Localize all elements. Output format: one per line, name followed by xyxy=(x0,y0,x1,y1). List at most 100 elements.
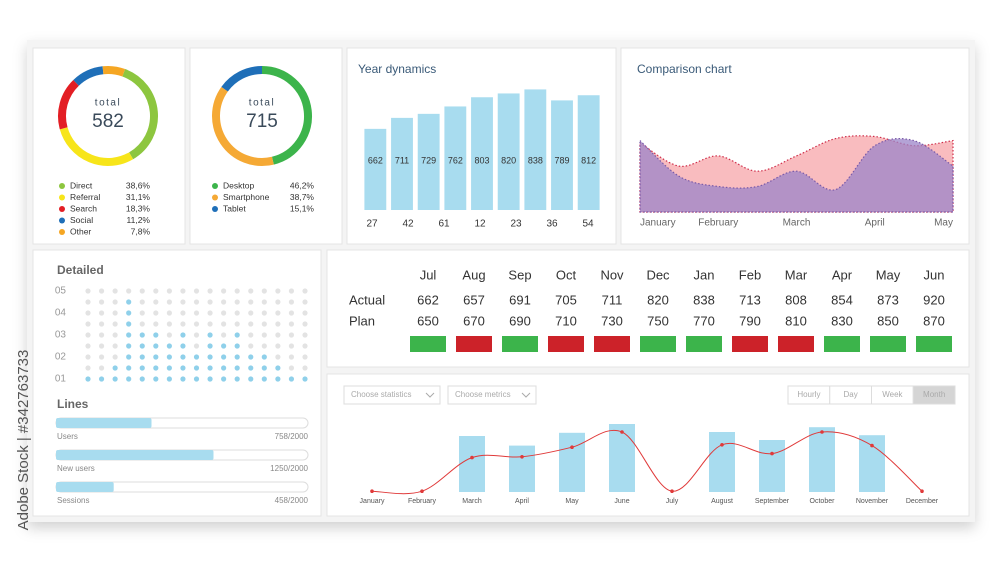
column-header: Feb xyxy=(739,267,761,282)
cell: 670 xyxy=(463,313,485,328)
dot-column xyxy=(139,288,145,382)
dot xyxy=(261,354,267,360)
dot xyxy=(139,332,145,338)
dot xyxy=(153,310,159,316)
dot xyxy=(112,376,118,382)
column-header: May xyxy=(876,267,901,282)
x-tick-label: April xyxy=(865,218,885,229)
cell: 750 xyxy=(647,313,669,328)
period-label[interactable]: Day xyxy=(844,390,858,399)
axis-label: 36 xyxy=(546,219,558,230)
y-tick-label: 04 xyxy=(55,308,67,319)
dot-column xyxy=(207,288,213,382)
dot xyxy=(193,354,200,360)
bar xyxy=(759,440,785,492)
dot-column xyxy=(98,288,105,382)
dot xyxy=(207,376,213,382)
center-label: total xyxy=(95,98,121,109)
dot xyxy=(180,332,186,338)
dot xyxy=(302,365,308,371)
bar xyxy=(524,89,547,210)
bar-value: 803 xyxy=(474,155,489,165)
dot xyxy=(166,376,172,382)
dot xyxy=(98,376,105,382)
status-bar xyxy=(778,336,814,352)
dot xyxy=(234,376,240,382)
dropdown-label[interactable]: Choose metrics xyxy=(455,390,511,399)
bar-value: 812 xyxy=(581,155,596,165)
period-label[interactable]: Week xyxy=(882,390,903,399)
donut-segment xyxy=(102,66,126,77)
dot xyxy=(98,343,105,349)
dot-column xyxy=(112,288,118,382)
status-bar xyxy=(870,336,906,352)
dot xyxy=(275,310,281,316)
column-header: Dec xyxy=(646,267,670,282)
status-bar xyxy=(916,336,952,352)
line-point xyxy=(670,489,674,494)
line-point xyxy=(920,489,924,494)
dot xyxy=(112,288,118,294)
dot xyxy=(261,288,267,294)
progress-label: 458/2000 xyxy=(275,496,309,505)
dot xyxy=(221,376,227,382)
dot xyxy=(112,321,118,327)
dot xyxy=(207,354,213,360)
bar xyxy=(364,128,387,210)
dropdown[interactable] xyxy=(343,385,441,405)
period-label[interactable]: Hourly xyxy=(797,390,820,399)
dot xyxy=(98,288,105,294)
period-label[interactable]: Month xyxy=(923,390,945,399)
dot xyxy=(207,332,213,338)
column-header: Jan xyxy=(694,267,715,282)
legend-value: 38,7% xyxy=(290,192,315,202)
cell: 713 xyxy=(739,292,761,307)
status-bar xyxy=(410,336,446,352)
panel xyxy=(32,249,322,517)
dot xyxy=(248,354,254,360)
dot xyxy=(85,343,91,349)
dot xyxy=(126,288,132,294)
axis-label: 27 xyxy=(366,219,378,230)
dropdown[interactable] xyxy=(447,385,537,405)
dot xyxy=(288,299,295,305)
dot-column xyxy=(288,288,295,382)
cell: 705 xyxy=(555,292,577,307)
dropdown-arrow xyxy=(425,392,435,398)
dot xyxy=(275,376,281,382)
axis-label: 23 xyxy=(510,219,522,230)
chart-title: Lines xyxy=(57,397,89,411)
line-point xyxy=(370,489,374,494)
dot xyxy=(234,354,240,360)
bar-value: 762 xyxy=(448,155,463,165)
dot xyxy=(193,365,200,371)
donut-segment xyxy=(212,86,274,166)
legend-dot xyxy=(59,217,65,224)
line-point xyxy=(470,455,474,460)
axis-label: 12 xyxy=(474,219,486,230)
dot xyxy=(248,365,254,371)
bar-value: 729 xyxy=(421,155,436,165)
dot xyxy=(85,332,91,338)
bar xyxy=(497,93,520,210)
dot-column xyxy=(166,288,172,382)
dot xyxy=(139,299,145,305)
dot xyxy=(126,365,132,371)
dot xyxy=(261,343,267,349)
dot xyxy=(193,310,200,316)
dot xyxy=(112,299,118,305)
period-tab[interactable] xyxy=(912,385,956,405)
cell: 710 xyxy=(555,313,577,328)
legend-label: Social xyxy=(70,215,93,225)
legend-label: Tablet xyxy=(223,203,246,213)
dot xyxy=(248,321,254,327)
legend-dot xyxy=(59,194,65,201)
bar xyxy=(809,427,835,492)
center-total: 715 xyxy=(246,111,278,132)
legend-dot xyxy=(212,206,218,212)
dropdown-label[interactable]: Choose statistics xyxy=(351,390,411,399)
dot xyxy=(98,354,105,360)
dot xyxy=(248,310,254,316)
bar xyxy=(559,432,585,492)
dot-column xyxy=(221,288,227,382)
